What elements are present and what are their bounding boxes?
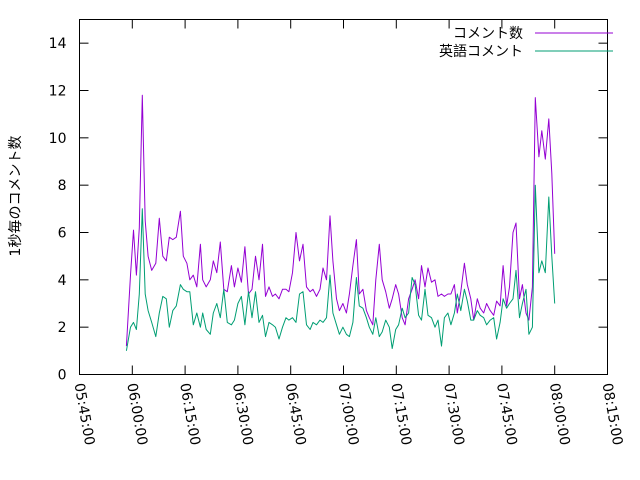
x-tick-label: 06:00:00 <box>123 382 150 447</box>
y-tick-label: 14 <box>49 36 67 52</box>
x-tick-label: 07:00:00 <box>335 382 362 447</box>
y-tick-label: 10 <box>49 131 67 147</box>
x-tick-label: 06:30:00 <box>229 382 256 447</box>
series-layer <box>125 94 556 351</box>
x-tick-label: 05:45:00 <box>71 382 98 447</box>
x-tick-label: 07:30:00 <box>440 382 467 447</box>
x-tick-label: 06:15:00 <box>176 382 203 447</box>
y-axis: 0 2 4 6 8 10 12 14 <box>49 36 608 384</box>
y-tick-label: 4 <box>58 273 67 289</box>
x-tick-label: 08:15:00 <box>599 382 626 447</box>
x-tick-label: 08:00:00 <box>546 382 573 447</box>
x-tick-label: 06:45:00 <box>282 382 309 447</box>
y-tick-label: 6 <box>58 226 67 242</box>
legend-label: 英語コメント <box>439 43 523 60</box>
y-tick-label: 8 <box>58 178 67 194</box>
y-tick-label: 12 <box>49 84 67 100</box>
legend-label: コメント数 <box>453 26 523 42</box>
x-tick-label: 07:15:00 <box>387 382 414 447</box>
y-axis-label: 1秒毎のコメント数 <box>8 136 24 257</box>
series-line <box>125 94 556 347</box>
y-tick-label: 2 <box>58 320 67 336</box>
x-axis: 05:45:00 06:00:00 06:15:00 06:30:00 06:45:00… <box>71 19 626 447</box>
y-tick-label: 0 <box>58 368 67 384</box>
x-tick-label: 07:45:00 <box>493 382 520 447</box>
series-line <box>125 184 556 351</box>
